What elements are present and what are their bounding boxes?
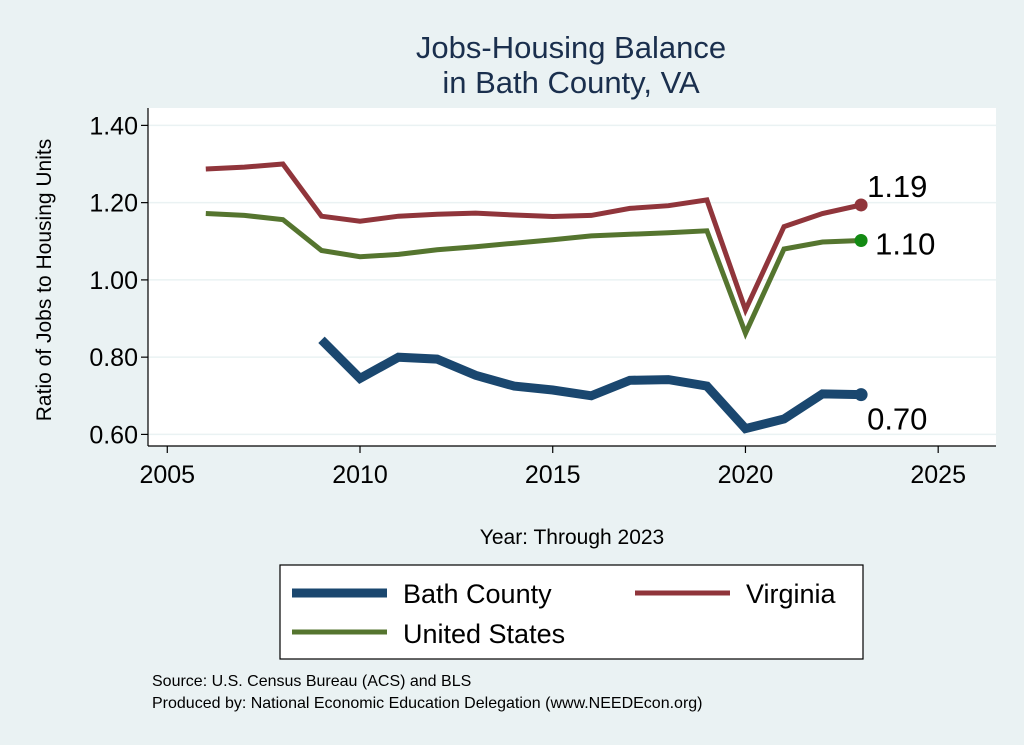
- series-line-bath-county: [318, 336, 862, 434]
- series-line-united-states: [205, 211, 862, 340]
- y-axis-ticks: 0.60 0.80 1.00 1.20 1.40: [89, 112, 148, 449]
- end-label-united-states: 1.10: [875, 226, 935, 261]
- y-tick-label-1-00: 1.00: [89, 267, 138, 295]
- y-tick-label-1-20: 1.20: [89, 190, 138, 218]
- source-line-2: Produced by: National Economic Education…: [152, 695, 703, 712]
- x-tick-label-2020: 2020: [718, 461, 774, 489]
- gridlines: [148, 124, 996, 436]
- end-point-united-states: [854, 233, 868, 247]
- x-tick-label-2010: 2010: [332, 461, 388, 489]
- y-axis-title: Ratio of Jobs to Housing Units: [33, 139, 56, 421]
- x-axis-ticks: 2005 2010 2015 2020 2025: [139, 446, 966, 489]
- legend-label-united-states: United States: [403, 619, 565, 649]
- legend-label-bath-county: Bath County: [403, 579, 552, 609]
- y-tick-label-0-60: 0.60: [89, 421, 138, 449]
- end-label-bath-county: 0.70: [867, 402, 927, 437]
- x-tick-label-2025: 2025: [910, 461, 966, 489]
- x-tick-label-2005: 2005: [139, 461, 195, 489]
- series-group: [205, 161, 868, 434]
- chart-title-line-1: Jobs-Housing Balance: [416, 30, 726, 65]
- end-point-bath-county: [854, 388, 868, 402]
- end-point-virginia: [854, 198, 868, 212]
- x-axis-title: Year: Through 2023: [480, 526, 665, 549]
- legend-label-virginia: Virginia: [746, 579, 837, 609]
- series-line-virginia: [205, 161, 862, 317]
- chart-title-line-2: in Bath County, VA: [442, 65, 700, 100]
- x-tick-label-2015: 2015: [525, 461, 581, 489]
- end-label-virginia: 1.19: [867, 169, 927, 204]
- legend-box: [279, 564, 864, 660]
- source-line-1: Source: U.S. Census Bureau (ACS) and BLS: [152, 673, 471, 690]
- y-tick-label-0-80: 0.80: [89, 344, 138, 372]
- end-labels: 1.19 1.10 0.70: [867, 169, 935, 437]
- y-tick-label-1-40: 1.40: [89, 112, 138, 140]
